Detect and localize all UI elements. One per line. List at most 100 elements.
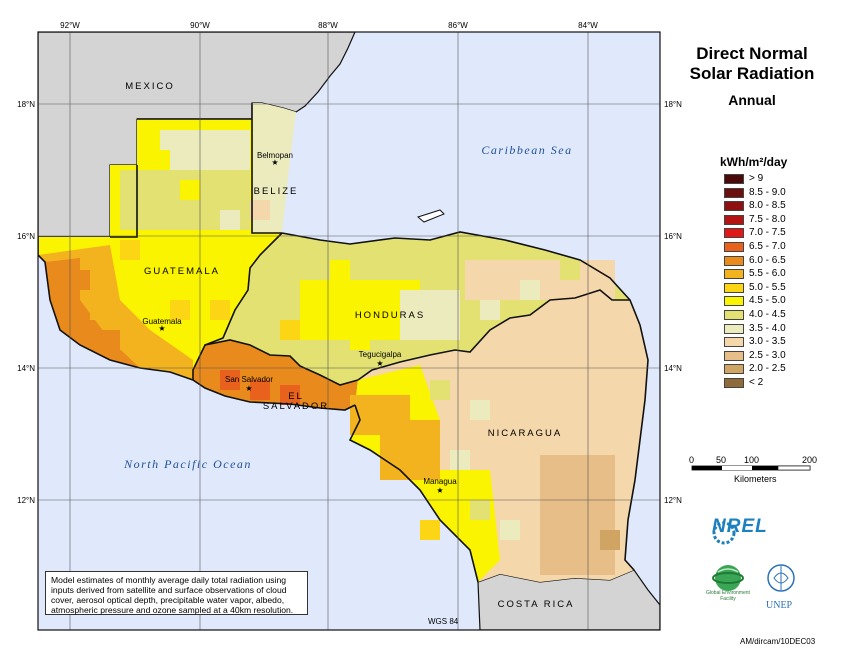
capital-label-managua: Managua bbox=[423, 477, 457, 486]
legend-swatch bbox=[724, 242, 744, 252]
unep-logo-icon bbox=[767, 564, 795, 592]
radiation-cell bbox=[220, 210, 240, 230]
country-label-el: EL bbox=[288, 391, 304, 402]
water-label-caribbean: Caribbean Sea bbox=[481, 143, 572, 157]
country-label-mexico: MEXICO bbox=[125, 81, 174, 92]
lat-label: 14°N bbox=[664, 364, 682, 373]
country-label-honduras: HONDURAS bbox=[355, 310, 425, 321]
water-label-pacific: North Pacific Ocean bbox=[123, 457, 252, 471]
legend-label: 7.5 - 8.0 bbox=[749, 213, 786, 225]
legend-label: < 2 bbox=[749, 377, 764, 388]
legend-label: > 9 bbox=[749, 173, 764, 184]
map-subtitle: Annual bbox=[728, 92, 776, 108]
country-label-salvador: SALVADOR bbox=[263, 401, 329, 412]
radiation-cell bbox=[120, 240, 140, 260]
radiation-cell bbox=[430, 380, 450, 400]
radiation-cell bbox=[250, 200, 270, 220]
lat-label: 14°N bbox=[17, 364, 35, 373]
nrel-logo-icon bbox=[712, 521, 736, 545]
radiation-cell bbox=[520, 280, 540, 300]
capital-label-belmopan: Belmopan bbox=[257, 151, 293, 160]
country-label-nicaragua: NICARAGUA bbox=[488, 428, 562, 439]
map-title-line1: Direct Normal bbox=[696, 44, 808, 63]
legend-title: kWh/m²/day bbox=[720, 155, 788, 169]
radiation-cell bbox=[400, 290, 460, 340]
legend-label: 2.5 - 3.0 bbox=[749, 349, 786, 361]
capital-star: ★ bbox=[436, 486, 443, 495]
gef-logo-icon bbox=[712, 565, 744, 591]
radiation-grid bbox=[38, 103, 648, 582]
radiation-cell bbox=[100, 330, 120, 350]
legend-label: 3.5 - 4.0 bbox=[749, 322, 786, 334]
radiation-cell bbox=[510, 380, 530, 400]
legend-label: 8.5 - 9.0 bbox=[749, 186, 786, 198]
radiation-cell bbox=[160, 130, 250, 170]
legend-swatch bbox=[724, 255, 744, 266]
legend-label: 4.0 - 4.5 bbox=[749, 309, 786, 320]
radiation-cell bbox=[470, 400, 490, 420]
legend-swatch bbox=[724, 228, 744, 239]
map-title-line2: Solar Radiation bbox=[689, 64, 815, 83]
radiation-cell bbox=[540, 455, 615, 575]
radiation-cell bbox=[420, 520, 440, 540]
capital-star: ★ bbox=[158, 324, 165, 333]
lon-label: 84°W bbox=[578, 21, 598, 30]
country-borders bbox=[110, 103, 641, 411]
radiation-cell bbox=[400, 460, 420, 480]
scale-bar bbox=[691, 465, 811, 471]
legend-swatch bbox=[724, 296, 744, 307]
lon-label: 86°W bbox=[448, 21, 468, 30]
radiation-cell bbox=[170, 300, 190, 320]
radiation-cell bbox=[260, 140, 280, 160]
unep-logo-label: UNEP bbox=[766, 600, 793, 611]
legend-label: 6.0 - 6.5 bbox=[749, 254, 786, 266]
radiation-cell bbox=[180, 180, 200, 200]
legend-swatch bbox=[724, 364, 744, 375]
gef-logo-label: Global Environment Facility bbox=[706, 590, 750, 602]
radiation-cell bbox=[90, 300, 110, 320]
radiation-cell bbox=[440, 250, 460, 270]
legend-swatch bbox=[724, 282, 744, 293]
lat-label: 16°N bbox=[17, 232, 35, 241]
scale-tick: 0 bbox=[689, 455, 695, 465]
lat-label: 12°N bbox=[664, 496, 682, 505]
legend-label: 5.5 - 6.0 bbox=[749, 268, 786, 280]
lon-label: 90°W bbox=[190, 21, 210, 30]
lon-label: 92°W bbox=[60, 21, 80, 30]
capital-star: ★ bbox=[245, 384, 252, 393]
nrel-logo-text: NREL bbox=[712, 516, 768, 537]
capital-label-guatemala: Guatemala bbox=[142, 317, 182, 326]
radiation-cell bbox=[480, 300, 500, 320]
graticule bbox=[38, 32, 660, 630]
radiation-cell bbox=[470, 500, 490, 520]
credit-line: AM/dircam/10DEC03 bbox=[740, 637, 816, 646]
legend-label: 7.0 - 7.5 bbox=[749, 227, 786, 239]
radiation-cell bbox=[500, 520, 520, 540]
radiation-cell bbox=[220, 370, 240, 390]
radiation-cell bbox=[280, 320, 300, 340]
lat-label: 16°N bbox=[664, 232, 682, 241]
datum-label: WGS 84 bbox=[428, 617, 459, 626]
scale-unit: Kilometers bbox=[734, 474, 777, 484]
capital-label-tegucigalpa: Tegucigalpa bbox=[359, 350, 402, 359]
capital-label-san-salvador: San Salvador bbox=[225, 375, 273, 384]
lon-label: 88°W bbox=[318, 21, 338, 30]
country-label-costa-rica: COSTA RICA bbox=[498, 599, 575, 610]
radiation-cell bbox=[210, 300, 230, 320]
country-label-belize: BELIZE bbox=[254, 186, 299, 197]
legend-swatch bbox=[724, 310, 744, 320]
radiation-cell bbox=[450, 450, 470, 470]
radiation-cell bbox=[150, 150, 170, 170]
radiation-cell bbox=[600, 530, 620, 550]
scale-tick: 200 bbox=[802, 455, 818, 465]
legend-swatch bbox=[724, 187, 744, 198]
lat-label: 18°N bbox=[664, 100, 682, 109]
lat-label: 12°N bbox=[17, 496, 35, 505]
legend-swatch bbox=[724, 378, 744, 388]
lat-label: 18°N bbox=[17, 100, 35, 109]
legend-swatch bbox=[724, 174, 744, 184]
legend-swatch bbox=[724, 269, 744, 280]
radiation-cell bbox=[280, 385, 300, 405]
capital-star: ★ bbox=[271, 158, 278, 167]
